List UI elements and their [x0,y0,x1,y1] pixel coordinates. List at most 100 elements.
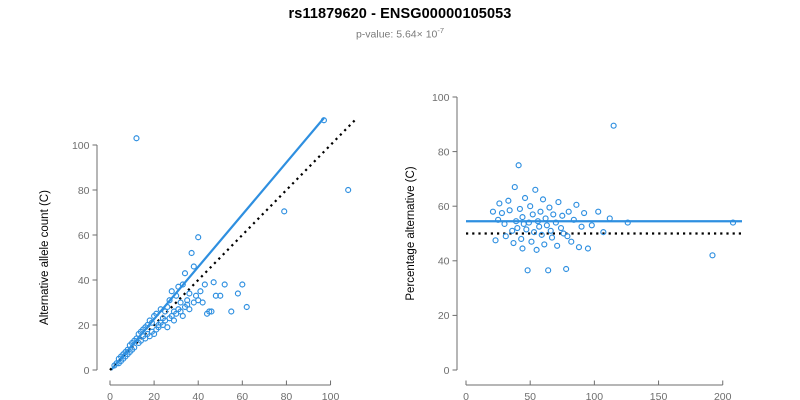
data-point [581,209,588,217]
x-tick-label: 0 [107,391,113,400]
data-point [505,197,512,204]
data-point [164,303,171,311]
y-axis-title: Alternative allele count (C) [39,190,51,325]
y-tick-label: 0 [84,365,90,377]
data-point [495,216,502,223]
data-point [190,263,197,270]
x-tick-label: 100 [586,391,604,400]
data-point [524,267,531,274]
data-point [555,199,562,206]
y-tick-label: 20 [78,320,90,332]
data-point [525,219,532,226]
data-point [624,219,631,226]
data-point [510,239,517,247]
data-point [527,203,534,210]
data-point [164,324,171,331]
data-point [166,297,173,304]
data-point [221,281,228,288]
x-tick-label: 50 [524,391,536,400]
data-point [489,208,497,215]
data-point [320,117,327,124]
percentage-scatter-svg: 020406080100050100150200Total number of … [405,92,742,400]
data-point [600,229,607,236]
data-point [148,319,155,326]
x-tick-label: 60 [236,391,248,400]
data-point [496,200,503,207]
data-point [201,281,208,288]
data-point [573,201,580,208]
data-point [606,215,613,222]
data-point [243,303,250,311]
data-point [518,235,525,243]
pvalue-text: p-value: 5.64× 10 [355,28,438,41]
data-point [534,218,541,225]
data-point [177,299,184,306]
data-point [217,292,224,299]
data-point [550,211,557,218]
data-point [575,244,583,251]
y-tick-label: 40 [78,275,90,287]
data-point [539,196,547,203]
data-point [559,212,566,219]
x-tick-label: 40 [192,391,204,400]
data-point [509,227,516,234]
y-tick-label: 100 [72,140,90,152]
x-tick-label: 200 [714,391,732,400]
data-point [208,308,215,315]
data-point [519,214,526,221]
data-point [234,290,241,297]
data-point [516,205,523,213]
y-tick-label: 40 [438,256,450,268]
data-point [501,220,508,228]
data-point [170,317,178,324]
data-point [610,122,617,129]
data-point [546,204,553,211]
data-point [547,227,554,234]
y-axis-title: Percentage alternative (C) [405,166,417,300]
data-point [506,207,513,214]
data-point [188,249,195,257]
data-point [538,231,545,238]
data-point [729,219,737,226]
data-point [239,281,246,288]
data-point [173,292,180,299]
pvalue-subtitle: p-value: 5.64× 10-7 [0,26,800,41]
data-point [578,223,585,230]
data-point [498,209,506,217]
data-point [570,216,577,223]
data-point [533,246,540,253]
data-point [184,297,191,304]
data-point [511,184,518,191]
data-point [521,194,529,202]
scatter-panel-percentage: 020406080100050100150200Total number of … [400,40,800,400]
data-point [502,233,509,240]
data-point [345,186,352,194]
data-point [542,215,549,222]
x-tick-label: 100 [322,391,340,400]
data-point [181,270,189,277]
data-point [206,308,213,315]
data-point [212,292,219,299]
data-point [514,224,521,232]
data-point [564,233,571,240]
data-point [512,218,520,225]
data-point [536,223,543,230]
y-tick-label: 100 [432,92,450,104]
data-point [186,290,193,297]
data-point [168,288,175,295]
data-point [548,234,556,241]
data-point [228,308,235,315]
x-tick-label: 20 [148,391,160,400]
y-tick-label: 80 [78,185,90,197]
data-point [186,306,193,313]
data-point [568,238,575,245]
y-tick-label: 0 [444,365,450,377]
scatter-panel-allele-counts: 020406080100020406080100Reference allele… [0,40,400,400]
data-point [541,241,548,248]
data-point [552,219,559,226]
data-point [595,208,602,215]
data-point [584,245,592,252]
data-point [554,242,561,249]
data-point [543,222,550,229]
